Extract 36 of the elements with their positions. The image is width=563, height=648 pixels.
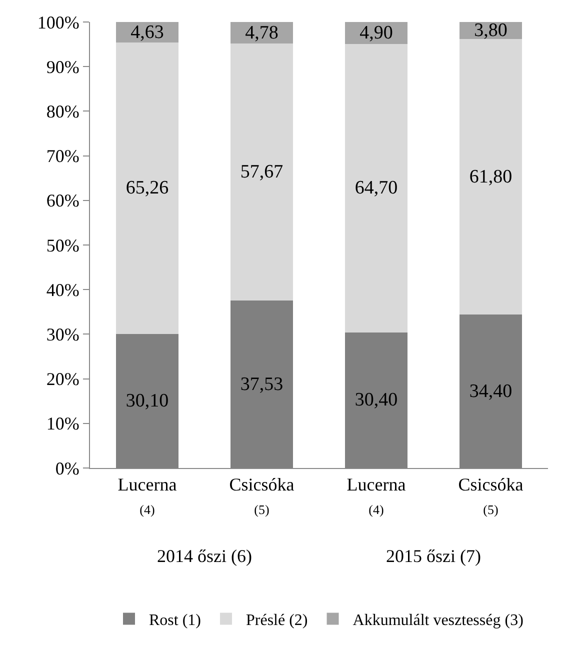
y-tick-label: 70% [46,146,80,166]
y-tick-label: 0% [55,458,80,478]
y-tick-label: 100% [37,12,80,32]
data-label: 57,67 [240,162,284,183]
data-label: 61,80 [469,166,512,188]
legend-label: Akkumulált vesztesség (3) [352,612,524,629]
y-tick-label: 50% [46,235,80,256]
data-label: 4,90 [360,22,393,44]
y-tick-label: 80% [46,102,80,122]
data-label: 34,40 [469,380,512,402]
bar [116,42,179,334]
y-tick-label: 30% [46,324,80,344]
x-tick-label: Lucerna (4) [346,474,406,517]
x-tick-label: Csicsóka (5) [229,474,294,517]
data-label: 65,26 [126,178,169,199]
bar [459,38,522,315]
legend-label: Préslé (2) [246,612,308,629]
data-label: 3,80 [474,20,508,41]
y-tick-label: 90% [46,56,80,77]
bar [230,43,294,301]
data-label: 64,70 [354,178,398,199]
data-label: 4,63 [130,22,164,43]
y-tick-label: 10% [46,414,80,434]
data-label: 30,10 [126,390,169,412]
bar [344,44,408,332]
text: 2015 őszi (7) [386,546,481,566]
text: 2014 őszi (6) [157,546,252,566]
data-label: 4,78 [245,22,278,44]
y-tick-label: 40% [46,280,80,300]
x-tick-label: Lucerna (4) [118,474,177,517]
data-label: 30,40 [354,390,398,411]
x-tick-label: Csicsóka (5) [458,474,524,517]
y-tick-label: 60% [46,190,80,211]
y-tick-label: 20% [46,369,80,390]
data-label: 37,53 [240,374,284,395]
legend-label: Rost (1) [149,612,201,629]
